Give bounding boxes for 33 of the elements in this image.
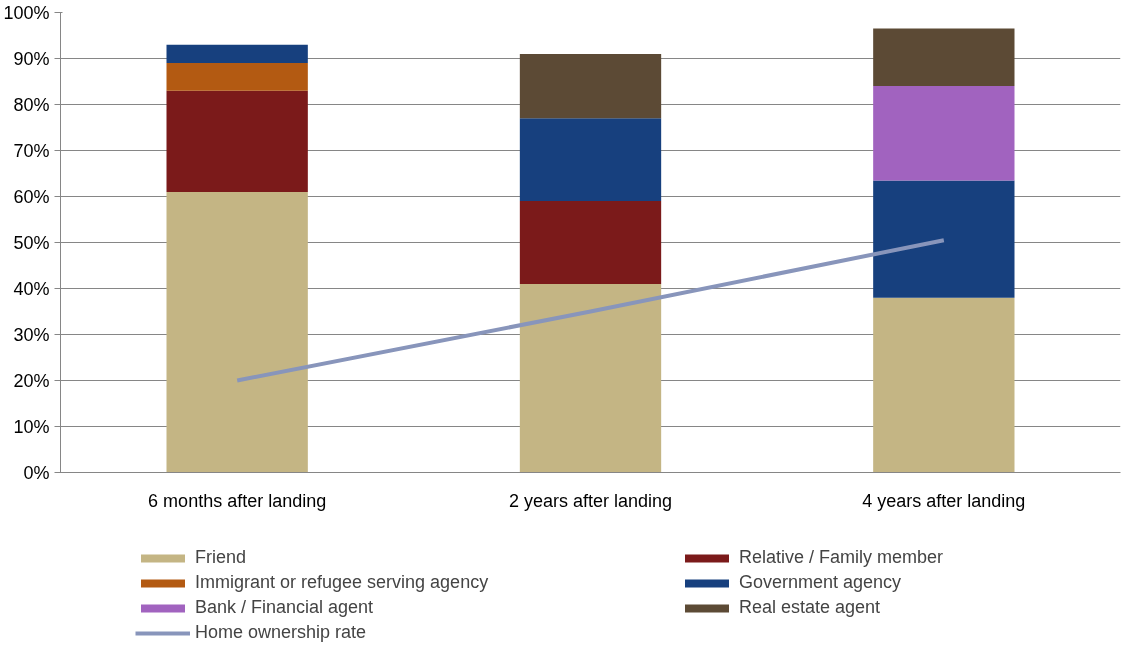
x-tick-label: 6 months after landing (148, 490, 327, 511)
legend-label: Home ownership rate (195, 622, 368, 643)
bar (519, 283, 662, 473)
bar (873, 297, 1015, 473)
y-tick-label: 10% (13, 416, 50, 437)
x-tick-label: 2 years after landing (508, 490, 673, 511)
bar (166, 191, 308, 473)
y-tick-label: 90% (13, 48, 50, 69)
legend-label: Government agency (739, 572, 903, 593)
legend-label: Relative / Family member (739, 547, 945, 568)
y-tick-label: 30% (13, 324, 50, 345)
legend-label: Friend (195, 547, 248, 568)
bar (873, 28, 1015, 87)
y-tick-label: 40% (13, 278, 50, 299)
legend-label: Real estate agent (739, 597, 882, 618)
bar (519, 201, 662, 284)
x-tick-label: 4 years after landing (862, 490, 1026, 511)
legend-label: Bank / Financial agent (195, 597, 375, 618)
y-tick-label: 60% (13, 186, 50, 207)
legend-label: Immigrant or refugee serving agency (195, 572, 490, 593)
y-tick-label: 100% (3, 2, 50, 23)
bar (519, 53, 662, 119)
y-tick-label: 0% (23, 462, 50, 483)
y-tick-label: 50% (13, 232, 50, 253)
y-tick-label: 70% (13, 140, 50, 161)
bar (873, 86, 1015, 181)
bar (166, 44, 308, 64)
y-tick-label: 80% (13, 94, 50, 115)
y-tick-label: 20% (13, 370, 50, 391)
bar (519, 118, 662, 202)
bar (166, 90, 308, 192)
bar (166, 63, 308, 91)
bar (873, 180, 1015, 298)
